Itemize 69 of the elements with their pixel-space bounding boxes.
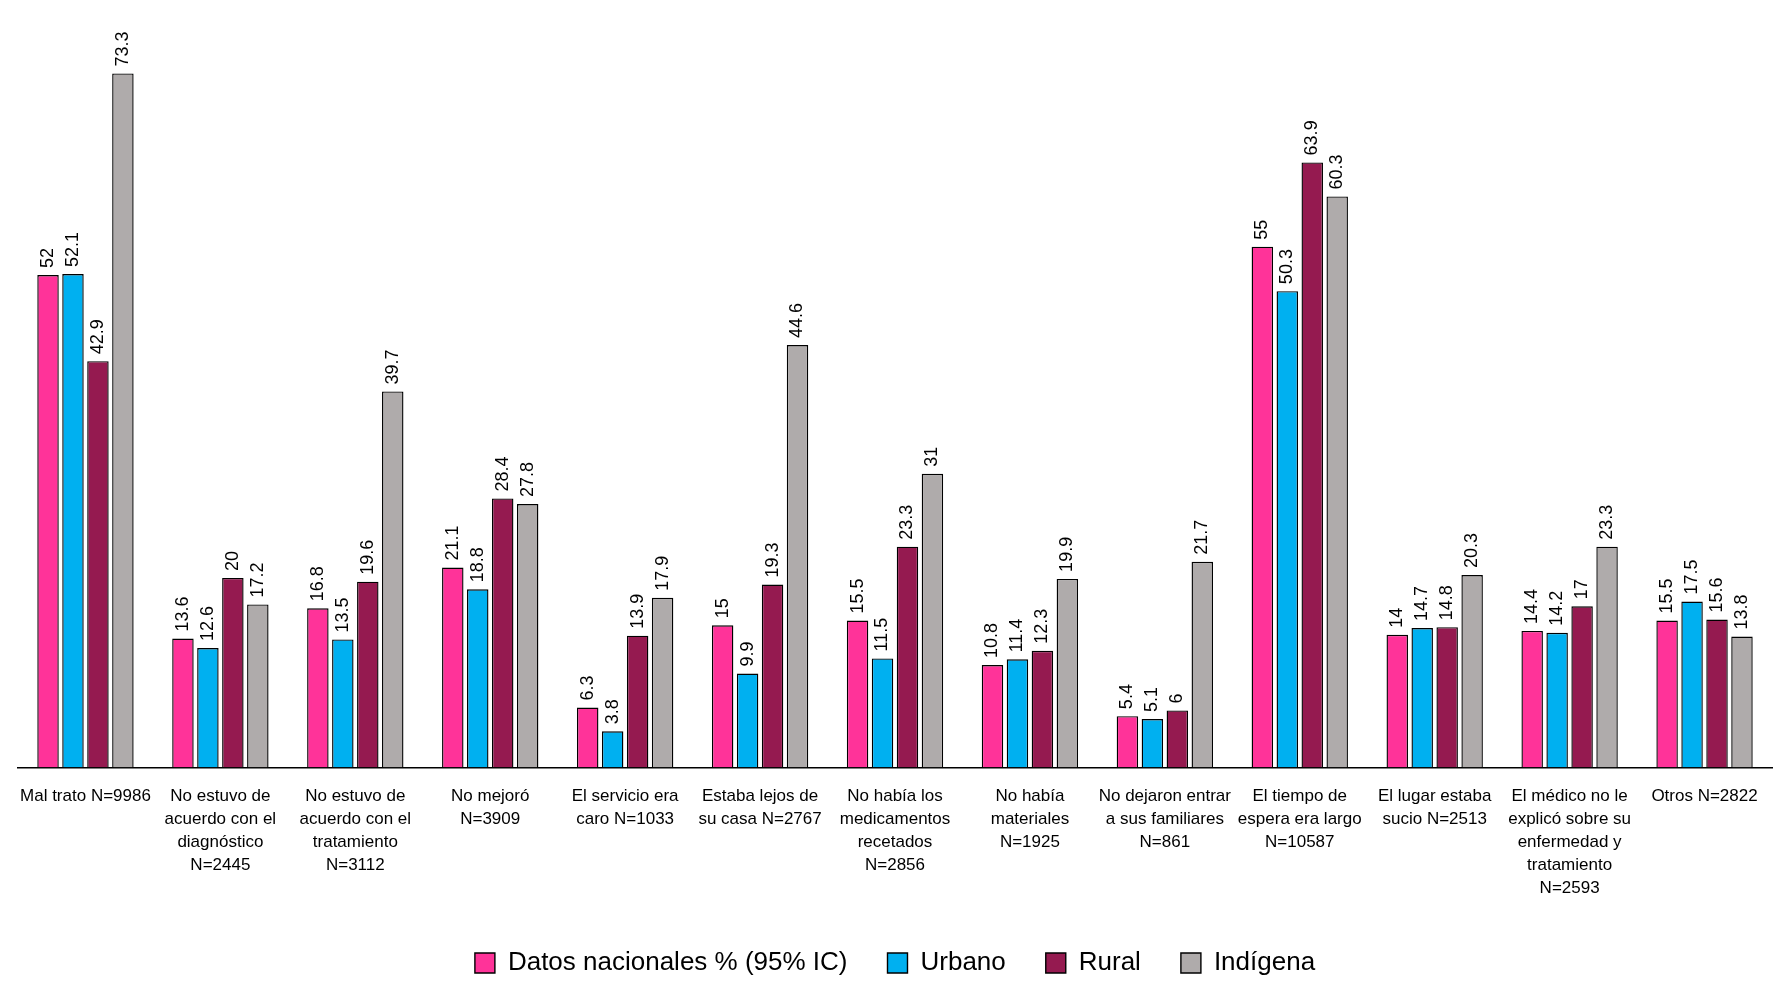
x-tick-label: El tiempo de espera era largo N=10587	[1237, 786, 1362, 852]
data-label: 20	[221, 550, 242, 571]
data-label: 31	[921, 446, 942, 467]
data-label: 14	[1386, 607, 1407, 628]
data-label: 13.9	[626, 593, 647, 629]
data-label: 17	[1571, 579, 1592, 600]
data-label: 50.3	[1276, 249, 1297, 285]
data-label: 63.9	[1301, 120, 1322, 156]
data-label: 13.6	[171, 596, 192, 632]
data-label: 21.1	[441, 525, 462, 561]
data-label: 18.8	[466, 547, 487, 583]
data-label: 9.9	[736, 641, 757, 667]
data-label: 52.1	[61, 232, 82, 268]
data-label: 6.3	[576, 675, 597, 701]
x-tick-label: No estuvo de acuerdo con el tratamiento N=3112	[299, 786, 412, 875]
data-label: 14.7	[1411, 586, 1432, 622]
data-label: 20.3	[1461, 533, 1482, 569]
data-label: 13.8	[1730, 594, 1751, 630]
legend-label: Indígena	[1213, 946, 1316, 977]
data-label: 39.7	[381, 349, 402, 385]
x-tick-label: Mal trato N=9986	[20, 786, 151, 806]
data-label: 23.3	[1596, 504, 1617, 540]
legend-label: Rural	[1078, 946, 1141, 977]
data-label: 17.2	[246, 562, 267, 598]
x-tick-label: No había los medicamentos recetados N=2856	[839, 786, 951, 875]
x-tick-label: El lugar estaba sucio N=2513	[1377, 786, 1492, 829]
data-label: 44.6	[786, 303, 807, 339]
data-label: 5.1	[1141, 686, 1162, 712]
data-label: 27.8	[516, 462, 537, 498]
data-label: 13.5	[331, 597, 352, 633]
data-label: 15.6	[1705, 577, 1726, 613]
data-label: 11.4	[1006, 618, 1027, 653]
data-label: 11.5	[871, 617, 892, 652]
x-tick-label: Otros N=2822	[1651, 786, 1758, 806]
data-label: 19.3	[761, 542, 782, 578]
data-label: 14.2	[1546, 590, 1567, 626]
x-tick-label: No dejaron entrar a sus familiares N=861	[1098, 786, 1232, 852]
data-label: 12.6	[196, 605, 217, 641]
data-label: 10.8	[981, 622, 1002, 659]
legend-label: Urbano	[920, 946, 1006, 977]
data-label: 15	[711, 598, 732, 619]
data-label: 19.9	[1056, 536, 1077, 572]
data-label: 15.5	[846, 578, 867, 614]
data-label: 73.3	[111, 31, 132, 67]
x-tick-label: No mejoró N=3909	[451, 786, 530, 829]
data-label: 5.4	[1116, 684, 1137, 710]
data-label: 42.9	[86, 319, 107, 355]
data-label: 6	[1166, 693, 1187, 704]
data-label: 3.8	[601, 699, 622, 725]
data-label: 23.3	[896, 504, 917, 540]
data-label: 15.5	[1656, 578, 1677, 614]
data-label: 12.3	[1031, 608, 1052, 644]
data-label: 17.9	[651, 555, 672, 591]
x-tick-label: El médico no le explicó sobre su enfermedad y tratamiento N=2593	[1508, 786, 1632, 898]
data-label: 14.4	[1521, 588, 1542, 624]
data-label: 28.4	[491, 456, 512, 492]
data-label: 55	[1251, 219, 1272, 240]
x-tick-label: No había materiales N=1925	[990, 786, 1070, 852]
x-tick-label: Estaba lejos de su casa N=2767	[698, 786, 822, 829]
data-label: 16.8	[306, 566, 327, 602]
x-tick-label: El servicio era caro N=1033	[571, 786, 680, 829]
data-label: 60.3	[1326, 154, 1347, 190]
data-label: 17.5	[1681, 559, 1702, 595]
data-label: 52	[36, 248, 57, 269]
legend-label: Datos nacionales % (95% IC)	[507, 946, 848, 977]
data-label: 19.6	[356, 539, 377, 575]
data-label: 21.7	[1191, 519, 1212, 555]
x-tick-label: No estuvo de acuerdo con el diagnóstico N=2445	[164, 786, 277, 875]
data-label: 14.8	[1436, 585, 1457, 621]
